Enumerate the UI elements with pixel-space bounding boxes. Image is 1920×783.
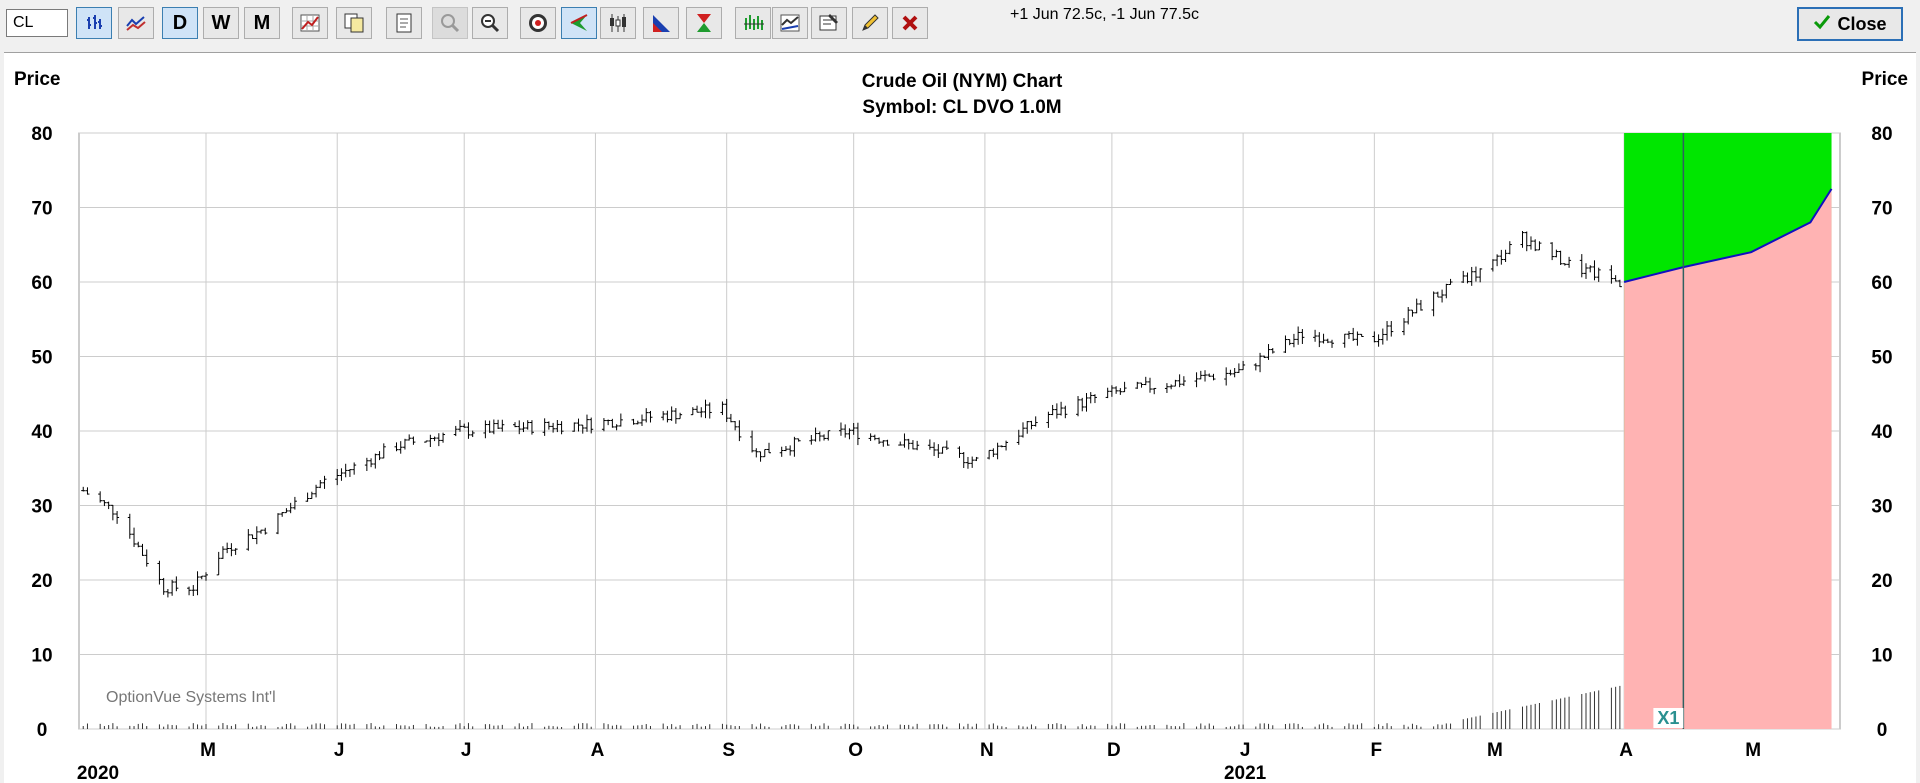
x-tick-label: M bbox=[1487, 740, 1503, 761]
weekly-button[interactable]: W bbox=[203, 7, 239, 39]
symbol-input[interactable] bbox=[6, 9, 68, 37]
checkmark-icon bbox=[1813, 13, 1831, 36]
candlestick-icon[interactable] bbox=[600, 7, 636, 39]
x-tick-label: D bbox=[1107, 740, 1121, 761]
watermark: OptionVue Systems Int'l bbox=[106, 689, 276, 706]
price-chart[interactable]: Crude Oil (NYM) Chart Symbol: CL DVO 1.0… bbox=[4, 53, 1916, 783]
print-icon[interactable] bbox=[386, 7, 422, 39]
x-tick-label: J bbox=[334, 740, 345, 761]
pencil-icon[interactable] bbox=[852, 7, 888, 39]
y-tick-label-right: 30 bbox=[1871, 497, 1892, 518]
y-tick-label-left: 40 bbox=[31, 422, 52, 443]
y-axis-label-right: Price bbox=[1862, 69, 1908, 90]
indicator-chart-icon[interactable] bbox=[772, 7, 808, 39]
y-tick-label-left: 60 bbox=[31, 273, 52, 294]
zoom-out-icon[interactable] bbox=[472, 7, 508, 39]
delete-x-icon[interactable] bbox=[892, 7, 928, 39]
daily-button-label: D bbox=[172, 11, 188, 34]
close-button[interactable]: Close bbox=[1797, 7, 1903, 41]
x-tick-label: F bbox=[1371, 740, 1383, 761]
y-tick-label-left: 10 bbox=[31, 646, 52, 667]
x-tick-label: O bbox=[848, 740, 863, 761]
y-tick-label-right: 80 bbox=[1871, 124, 1892, 145]
bar-pattern-icon[interactable] bbox=[735, 7, 771, 39]
x-tick-label: A bbox=[591, 740, 605, 761]
x-tick-label: J bbox=[1240, 740, 1251, 761]
y-tick-label-left: 30 bbox=[31, 497, 52, 518]
y-axis-label-left: Price bbox=[14, 69, 60, 90]
projection-line bbox=[1623, 188, 1833, 283]
y-tick-label-right: 60 bbox=[1871, 273, 1892, 294]
zoom-in-icon[interactable] bbox=[432, 7, 468, 39]
y-tick-label-right: 20 bbox=[1871, 571, 1892, 592]
expiry-marker-box bbox=[1653, 708, 1684, 728]
bar-chart-icon[interactable] bbox=[76, 7, 112, 39]
daily-button[interactable]: D bbox=[162, 7, 198, 39]
chart-title: Crude Oil (NYM) Chart bbox=[862, 71, 1063, 92]
y-tick-label-left: 50 bbox=[31, 348, 52, 369]
expiry-marker-label: X1 bbox=[1657, 708, 1679, 728]
projection-lower-zone bbox=[1624, 188, 1832, 729]
y-tick-label-right: 0 bbox=[1877, 720, 1888, 741]
x-tick-label: N bbox=[980, 740, 994, 761]
x-tick-label: M bbox=[200, 740, 216, 761]
x-tick-label: J bbox=[461, 740, 472, 761]
year-label: 2020 bbox=[77, 763, 119, 783]
volume-triangle-icon[interactable] bbox=[643, 7, 679, 39]
x-tick-label: A bbox=[1619, 740, 1633, 761]
year-label: 2021 bbox=[1224, 763, 1267, 783]
y-tick-label-right: 10 bbox=[1871, 646, 1892, 667]
line-chart-icon[interactable] bbox=[118, 7, 154, 39]
weekly-button-label: W bbox=[211, 11, 231, 34]
monthly-button-label: M bbox=[253, 11, 271, 34]
y-tick-label-right: 40 bbox=[1871, 422, 1892, 443]
x-tick-label: S bbox=[722, 740, 735, 761]
arrow-left-icon[interactable] bbox=[561, 7, 597, 39]
y-tick-label-right: 50 bbox=[1871, 348, 1892, 369]
toolbar: DWM +1 Jun 72.5c, -1 Jun 77.5c Close bbox=[0, 0, 1920, 48]
y-tick-label-left: 80 bbox=[31, 124, 52, 145]
y-tick-label-left: 0 bbox=[37, 720, 48, 741]
grid-chart-icon[interactable] bbox=[292, 7, 328, 39]
monthly-button[interactable]: M bbox=[244, 7, 280, 39]
copy-icon[interactable] bbox=[336, 7, 372, 39]
status-text: +1 Jun 72.5c, -1 Jun 77.5c bbox=[1010, 6, 1200, 23]
hourglass-icon[interactable] bbox=[686, 7, 722, 39]
y-tick-label-left: 20 bbox=[31, 571, 52, 592]
x-tick-label: M bbox=[1745, 740, 1761, 761]
y-tick-label-left: 70 bbox=[31, 199, 52, 220]
notes-icon[interactable] bbox=[811, 7, 847, 39]
chart-panel: Crude Oil (NYM) Chart Symbol: CL DVO 1.0… bbox=[4, 52, 1916, 783]
close-label: Close bbox=[1837, 13, 1887, 34]
chart-subtitle: Symbol: CL DVO 1.0M bbox=[862, 97, 1061, 118]
y-tick-label-right: 70 bbox=[1871, 199, 1892, 220]
target-icon[interactable] bbox=[520, 7, 556, 39]
